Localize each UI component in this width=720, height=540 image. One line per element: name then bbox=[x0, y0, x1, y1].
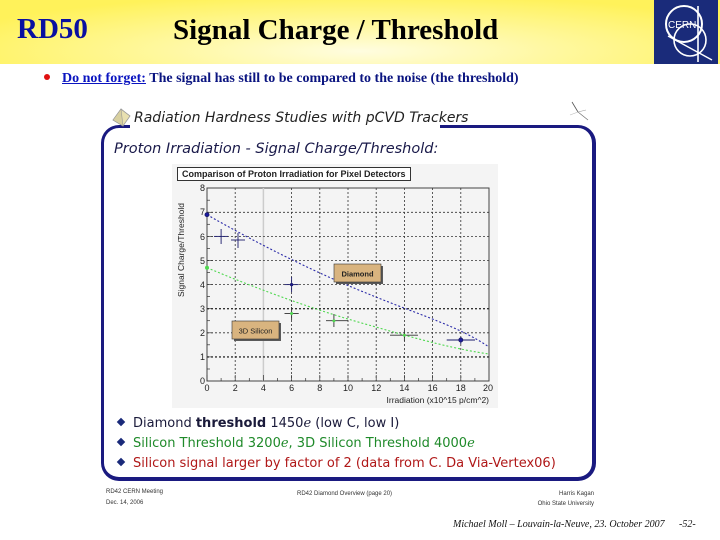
svg-text:18: 18 bbox=[456, 383, 466, 393]
diamond-data-points bbox=[204, 212, 475, 344]
bullet-text: Silicon signal larger by factor of 2 (da… bbox=[133, 456, 556, 471]
chart-title: Comparison of Proton Irradiation for Pix… bbox=[177, 167, 411, 181]
svg-text:8: 8 bbox=[317, 383, 322, 393]
svg-text:2: 2 bbox=[233, 383, 238, 393]
bullet-text: (low C, low I) bbox=[311, 416, 400, 431]
particle-track-icon bbox=[569, 101, 589, 121]
diamond-bullet-icon bbox=[116, 437, 126, 447]
svg-text:12: 12 bbox=[371, 383, 381, 393]
bullet-text: , 3D Silicon Threshold 4000 bbox=[288, 436, 468, 451]
svg-text:20: 20 bbox=[483, 383, 493, 393]
title-banner bbox=[0, 0, 720, 64]
page-title: Signal Charge / Threshold bbox=[173, 14, 499, 46]
y-tick-labels: 0 1 2 3 4 5 6 7 8 bbox=[200, 183, 205, 386]
bullet-unit: e bbox=[467, 436, 475, 451]
bullet-unit: e bbox=[280, 436, 289, 451]
diamond-label-box: Diamond bbox=[333, 263, 383, 284]
svg-text:0: 0 bbox=[204, 383, 209, 393]
bullet-unit: e bbox=[303, 416, 312, 431]
x-tick-labels: 0 2 4 6 8 10 12 14 16 18 20 bbox=[204, 383, 493, 393]
author-footer: Michael Moll – Louvain-la-Neuve, 23. Oct… bbox=[453, 519, 665, 530]
svg-text:0: 0 bbox=[200, 376, 205, 386]
silicon-fit-curve bbox=[206, 267, 490, 355]
diamond-crystal-icon bbox=[112, 108, 131, 127]
diamond-fit-curve bbox=[206, 214, 490, 348]
intro-bullet: Do not forget: The signal has still to b… bbox=[44, 71, 519, 87]
svg-text:10: 10 bbox=[343, 383, 353, 393]
slide-footer-center: RD42 Diamond Overview (page 20) bbox=[297, 491, 393, 497]
page-number: -52- bbox=[679, 519, 696, 530]
intro-bullet-text: The signal has still to be compared to t… bbox=[145, 71, 519, 86]
slide-footer-date: Dec. 14, 2006 bbox=[106, 500, 144, 506]
slide-footer-meeting: RD42 CERN Meeting bbox=[106, 489, 164, 495]
silicon-label-box: 3D Silicon bbox=[231, 320, 281, 341]
svg-text:2: 2 bbox=[200, 328, 205, 338]
bullet-dot-icon bbox=[44, 73, 50, 80]
svg-text:6: 6 bbox=[289, 383, 294, 393]
svg-text:7: 7 bbox=[200, 207, 205, 217]
svg-text:8: 8 bbox=[200, 183, 205, 193]
svg-text:6: 6 bbox=[200, 232, 205, 242]
bullet-text-bold: threshold bbox=[195, 416, 267, 431]
slide-subtitle: Proton Irradiation - Signal Charge/Thres… bbox=[114, 141, 439, 157]
svg-text:14: 14 bbox=[399, 383, 409, 393]
bullet-silicon-threshold: Silicon Threshold 3200e, 3D Silicon Thre… bbox=[116, 435, 556, 455]
bullet-text: 1450 bbox=[266, 416, 304, 431]
slide-header-mask bbox=[130, 110, 440, 132]
y-gridlines bbox=[207, 211, 489, 358]
slide-header-title: Radiation Hardness Studies with pCVD Tra… bbox=[134, 110, 469, 126]
bullet-text: Diamond bbox=[133, 416, 196, 431]
x-axis-label: Irradiation (x10^15 p/cm^2) bbox=[387, 395, 490, 405]
svg-text:4: 4 bbox=[200, 280, 205, 290]
diamond-bullet-icon bbox=[116, 457, 126, 467]
slide-bullet-list: Diamond threshold 1450e (low C, low I) S… bbox=[116, 415, 556, 475]
svg-text:3: 3 bbox=[200, 304, 205, 314]
bullet-diamond-threshold: Diamond threshold 1450e (low C, low I) bbox=[116, 415, 556, 435]
svg-text:1: 1 bbox=[200, 352, 205, 362]
y-axis-label: Signal Charge/Threshold bbox=[176, 203, 186, 297]
slide-footer-author: Harris Kagan bbox=[558, 491, 594, 497]
svg-text:Diamond: Diamond bbox=[341, 270, 374, 279]
svg-text:5: 5 bbox=[200, 256, 205, 266]
bullet-text: Silicon Threshold 3200 bbox=[133, 436, 281, 451]
diamond-bullet-icon bbox=[116, 417, 126, 427]
cern-logo-icon: CERN bbox=[654, 0, 718, 64]
do-not-forget-link[interactable]: Do not forget: bbox=[62, 71, 146, 86]
svg-text:CERN: CERN bbox=[668, 20, 696, 31]
rd50-logo-text: RD50 bbox=[17, 13, 88, 45]
svg-text:4: 4 bbox=[261, 383, 266, 393]
slide-footer-affiliation: Ohio State University bbox=[537, 501, 594, 507]
svg-text:16: 16 bbox=[428, 383, 438, 393]
silicon-data-points bbox=[205, 265, 418, 341]
bullet-silicon-signal: Silicon signal larger by factor of 2 (da… bbox=[116, 455, 556, 475]
svg-text:3D Silicon: 3D Silicon bbox=[239, 327, 273, 336]
